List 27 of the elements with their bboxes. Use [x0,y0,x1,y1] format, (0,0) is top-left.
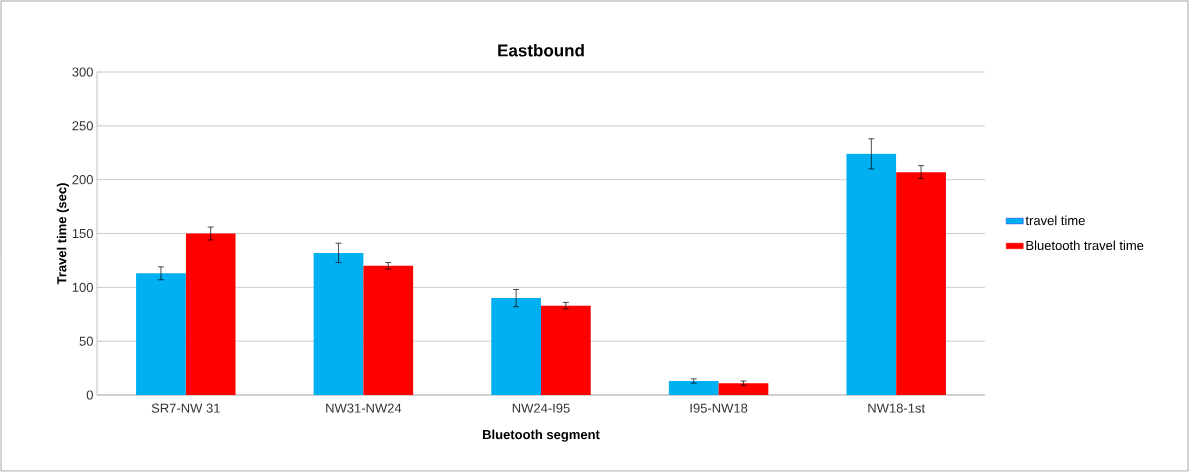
y-tick-label: 200 [72,175,93,185]
bar [718,383,769,395]
y-tick-label: 250 [72,121,93,131]
y-tick-label: 150 [72,228,93,239]
x-axis-title: Bluetooth segment [483,429,600,442]
chart-title: Eastbound [498,43,584,57]
y-tick-label: 0 [86,390,93,400]
bar [541,305,591,395]
bar [896,172,946,395]
bar [846,153,897,395]
y-tick-label: 50 [79,336,93,346]
bar [185,233,236,395]
x-tick-label: SR7-NW 31 [151,403,220,413]
y-tick-label: 100 [72,282,93,292]
bar [136,273,186,395]
legend-label: Bluetooth travel time [1026,240,1144,251]
x-tick-label: NW31-NW24 [326,403,402,413]
x-tick-label: NW24-I95 [512,403,570,413]
bar [668,381,719,395]
bar [363,265,414,395]
y-axis-title: Travel time (sec) [56,183,69,285]
legend-label: travel time [1025,215,1085,226]
bar [491,298,541,395]
y-tick-label: 300 [72,67,93,77]
x-tick-label: I95-NW18 [690,403,748,413]
bar [313,252,364,395]
x-tick-label: NW18-1st [868,403,925,413]
